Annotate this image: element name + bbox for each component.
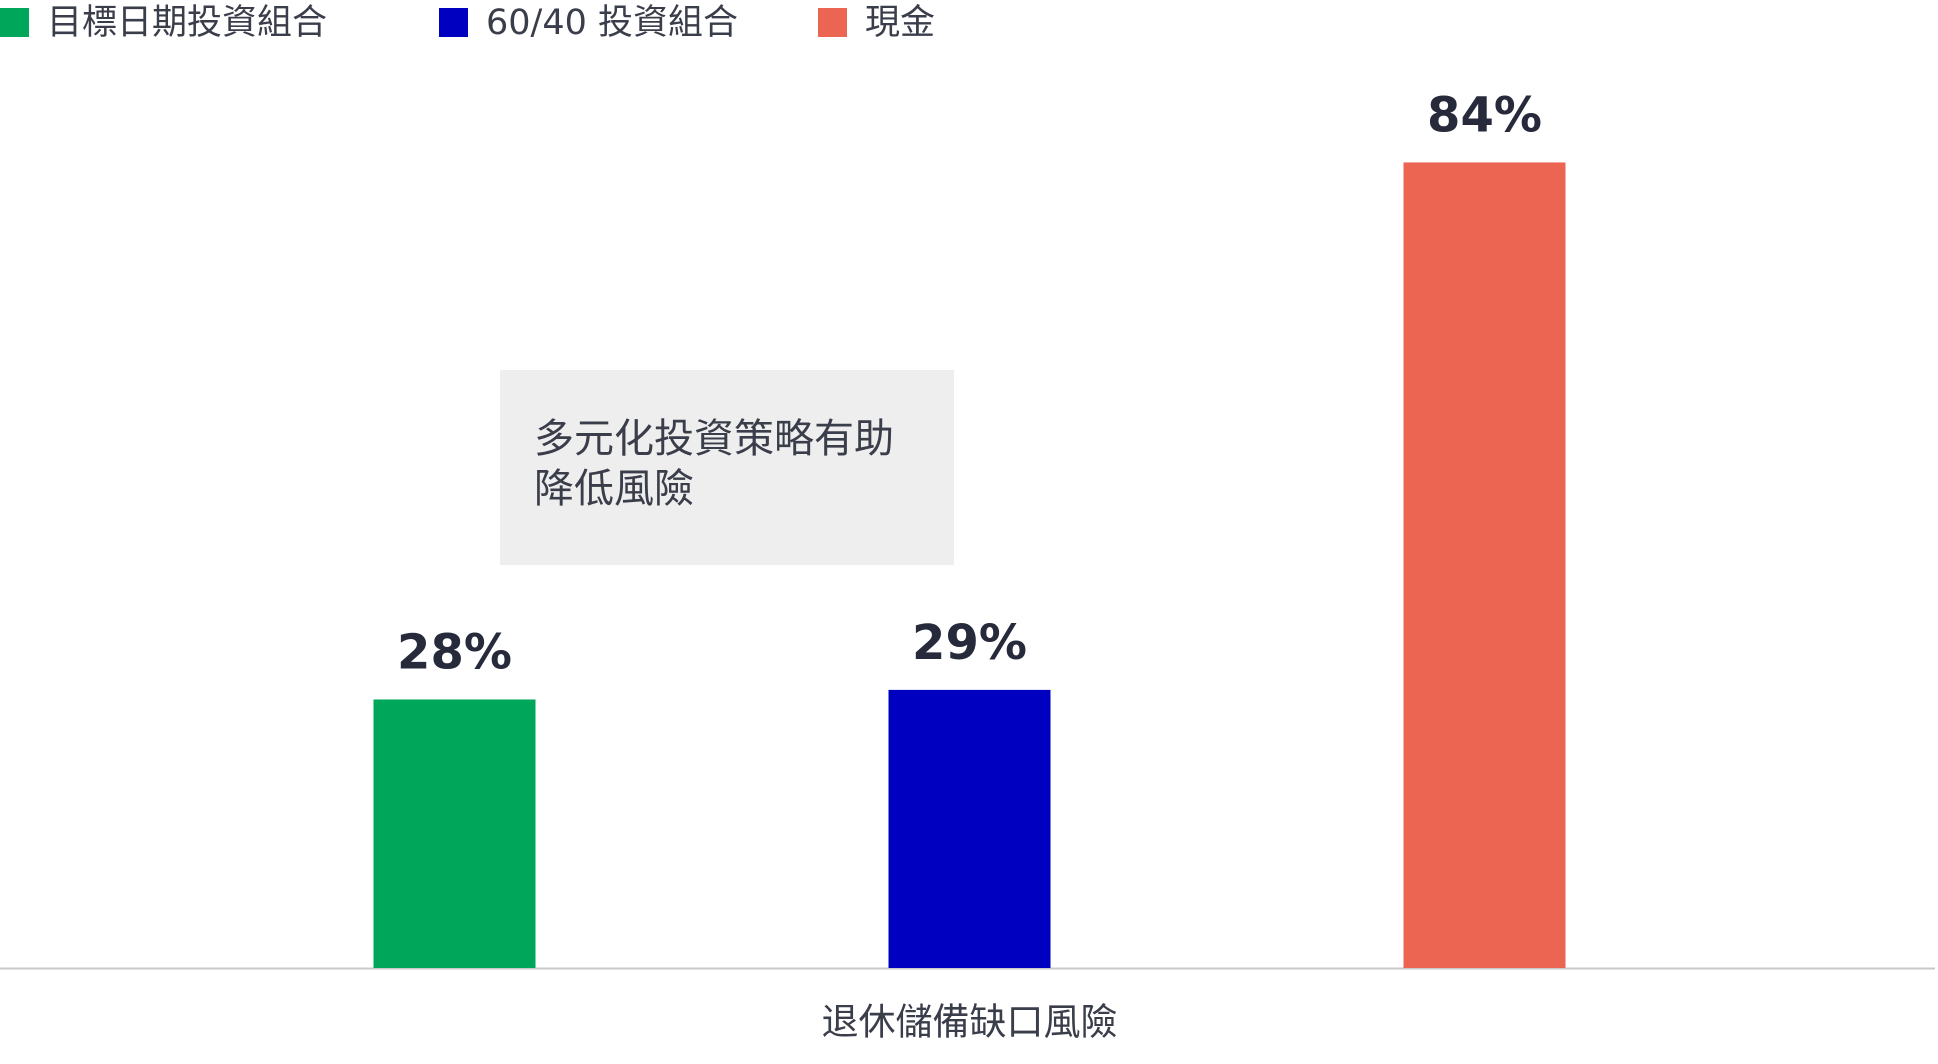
legend-label: 60/40 投資組合 <box>486 3 738 43</box>
value-label: 29% <box>912 615 1027 671</box>
legend-swatch <box>439 8 468 37</box>
legend-label: 目標日期投資組合 <box>47 3 327 43</box>
legend-swatch <box>818 8 847 37</box>
legend-label: 現金 <box>865 3 935 43</box>
x-axis-label: 退休儲備缺口風險 <box>822 1001 1118 1044</box>
value-label: 28% <box>397 624 512 680</box>
bar <box>1403 162 1566 968</box>
annotation: 多元化投資策略有助降低風險 <box>500 370 954 565</box>
bar <box>373 699 536 968</box>
bar <box>888 689 1051 968</box>
legend-swatch <box>0 8 29 37</box>
value-label: 84% <box>1427 87 1542 143</box>
